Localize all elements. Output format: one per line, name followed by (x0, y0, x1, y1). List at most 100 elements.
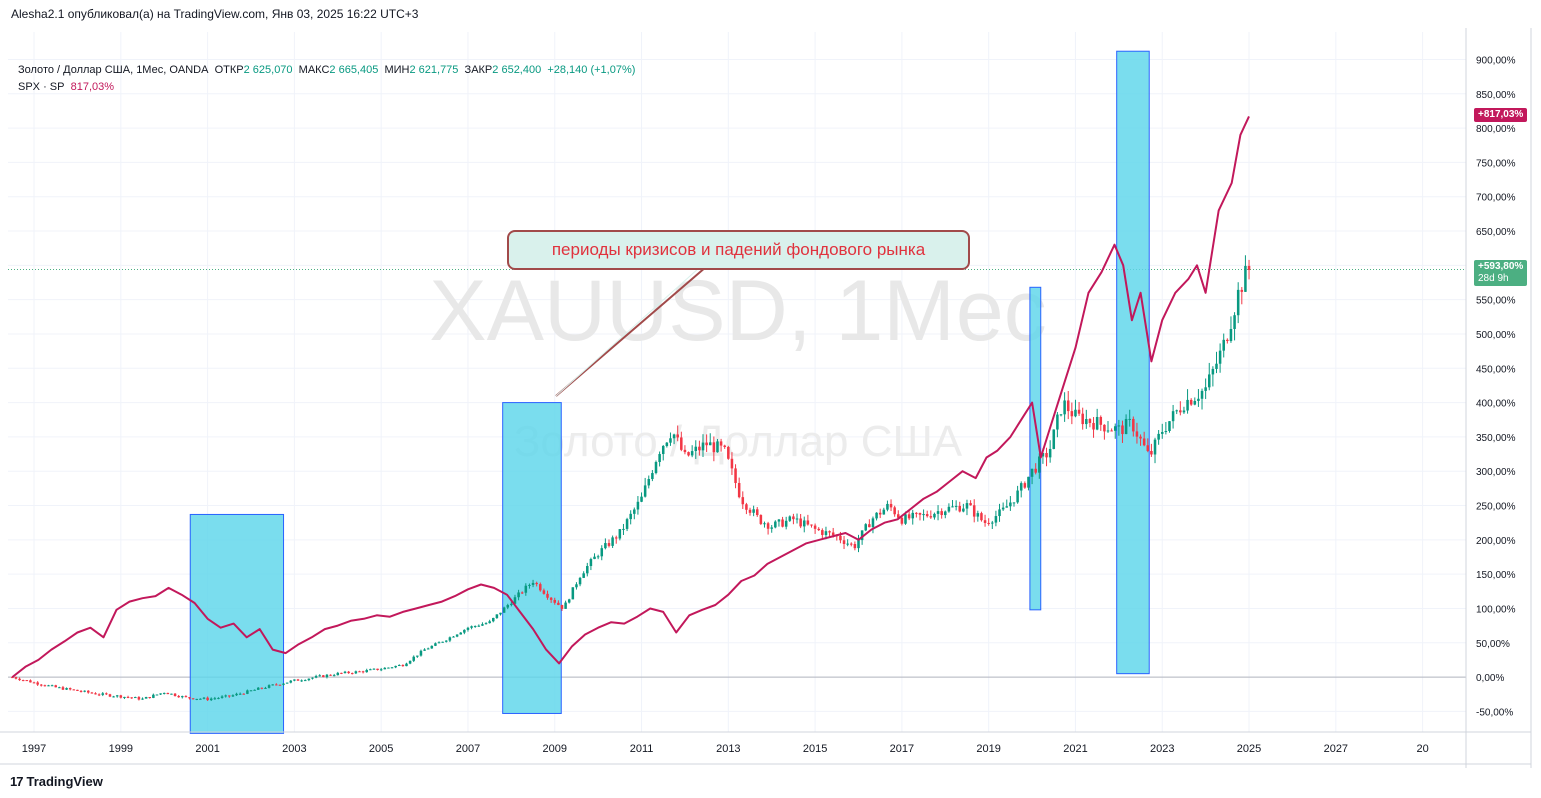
gold-candle-body (958, 505, 962, 512)
gold-candle-body (307, 678, 311, 681)
gold-candle-body (839, 535, 842, 541)
gold-candle-body (741, 497, 745, 505)
gold-candle-body (719, 441, 723, 446)
x-tick-label: 2011 (630, 743, 654, 755)
gold-candle-body (868, 524, 871, 528)
gold-candle-body (821, 530, 824, 535)
gold-candle-body (148, 697, 152, 699)
gold-candle-body (589, 559, 593, 567)
gold-candle-body (397, 664, 401, 666)
gold-candle-body (846, 543, 849, 545)
gold-candle-body (177, 696, 180, 698)
gold-candle-body (1016, 490, 1019, 503)
gold-candle-body (951, 506, 954, 508)
gold-candle-body (1041, 452, 1045, 457)
gold-candle-body (21, 680, 25, 682)
gold-candle-body (282, 683, 285, 685)
gold-candle-body (991, 522, 994, 524)
x-tick-label: 20 (1416, 743, 1428, 755)
gold-candle-body (604, 543, 607, 549)
gold-candle-body (358, 671, 361, 673)
gold-candle-body (1171, 411, 1175, 422)
gold-candle-body (683, 449, 687, 453)
gold-candle-body (32, 682, 36, 684)
gold-candle-body (365, 669, 368, 673)
gold-candle-body (325, 674, 329, 678)
gold-candle-body (1211, 368, 1215, 375)
gold-candle-body (878, 512, 882, 515)
gold-candle-body (636, 501, 640, 510)
gold-candle-body (983, 520, 987, 523)
gold-candle-body (238, 693, 242, 695)
spx-price-label: +817,03% (1474, 108, 1528, 122)
gold-candle-body (875, 512, 878, 519)
gold-candle-body (134, 697, 137, 699)
gold-candle-body (1059, 414, 1063, 416)
gold-candle-body (68, 688, 72, 690)
chart-svg[interactable]: XAUUSD, 1Мес Золото / Доллар США 900,00%… (0, 28, 1541, 768)
gold-candle-body (954, 505, 958, 507)
gold-candle-body (87, 690, 90, 693)
gold-candle-body (195, 698, 199, 700)
legend-high-value: 2 665,405 (329, 64, 379, 76)
gold-candle-body (61, 687, 65, 690)
gold-candle-body (1247, 265, 1251, 270)
gold-candle-body (542, 590, 546, 594)
gold-candle-body (567, 599, 571, 603)
gold-candle-body (101, 693, 105, 695)
y-tick-label: 900,00% (1476, 55, 1516, 66)
gold-candle-body (72, 689, 76, 691)
gold-candle-body (546, 593, 549, 598)
y-tick-label: 0,00% (1476, 673, 1504, 684)
gold-candle-body (231, 695, 235, 697)
gold-candle-body (271, 684, 274, 686)
x-tick-label: 2005 (369, 743, 393, 755)
gold-candle-body (499, 612, 502, 615)
gold-candle-body (394, 665, 397, 668)
gold-candle-body (1095, 416, 1099, 430)
annotation-callout[interactable]: периоды кризисов и падений фондового рын… (507, 230, 970, 270)
y-tick-label: 700,00% (1476, 193, 1516, 204)
gold-candle-body (285, 682, 289, 684)
x-tick-label: 2013 (716, 743, 740, 755)
y-tick-label: 250,00% (1476, 502, 1516, 513)
gold-price-label: +593,80% 28d 9h (1474, 260, 1528, 286)
chart-area[interactable]: XAUUSD, 1Мес Золото / Доллар США 900,00%… (0, 28, 1541, 768)
gold-candle-body (1168, 421, 1171, 431)
gold-candle-body (1124, 418, 1128, 435)
gold-candle-body (582, 573, 585, 578)
gold-candle-body (303, 680, 307, 682)
gold-candle-body (1092, 422, 1095, 430)
gold-candle-body (217, 697, 220, 699)
gold-candle-body (445, 640, 448, 642)
gold-candle-body (560, 604, 564, 609)
gold-candle-body (1226, 339, 1229, 342)
gold-candle-body (944, 511, 947, 516)
gold-candle-body (578, 577, 582, 585)
spx-price-label-text: +817,03% (1478, 109, 1524, 120)
gold-candle-body (571, 587, 575, 600)
gold-candle-body (423, 649, 426, 651)
legend-compare-row[interactable]: SPX · SP 817,03% (18, 79, 635, 96)
gold-candle-body (181, 696, 184, 698)
gold-candle-body (755, 509, 759, 516)
gold-candle-body (770, 527, 773, 529)
spx-series (11, 115, 1250, 678)
footer: 17 TradingView (0, 768, 1541, 798)
gold-candle-body (1023, 483, 1027, 488)
gold-candle-body (716, 441, 719, 453)
gold-candle-body (1215, 363, 1218, 369)
gold-candle-body (188, 697, 191, 699)
gold-candle-body (228, 695, 231, 697)
gold-candle-body (727, 446, 730, 459)
gold-candle-body (701, 442, 705, 451)
y-tick-label: 450,00% (1476, 364, 1516, 375)
legend-open-label: ОТКР (214, 64, 244, 76)
gold-candle-body (492, 617, 495, 622)
gold-candle-body (886, 503, 889, 510)
gold-candle-body (611, 537, 614, 546)
tradingview-logo[interactable]: 17 TradingView (10, 774, 103, 789)
spx-line (11, 115, 1250, 678)
gold-candle-body (455, 634, 459, 637)
gold-candle-body (661, 446, 665, 455)
